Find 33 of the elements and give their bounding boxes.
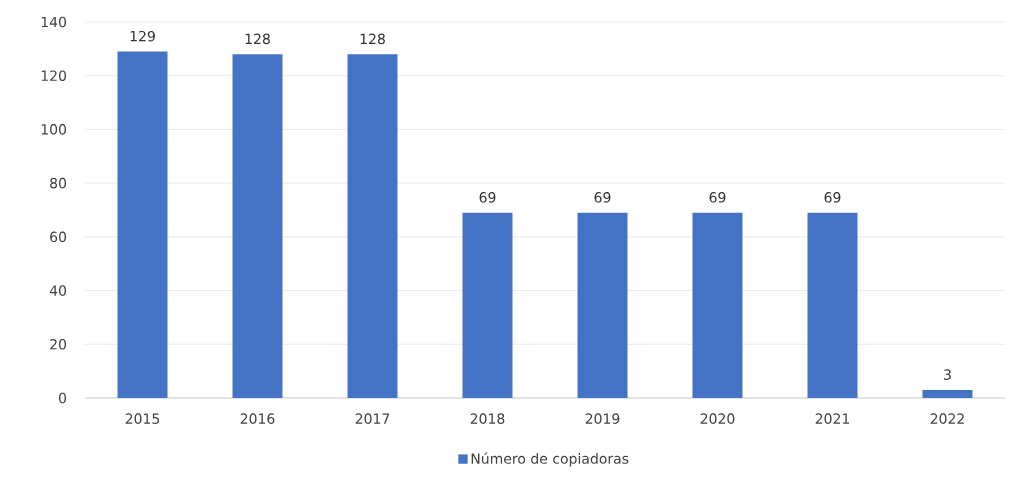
- y-tick-label: 120: [41, 70, 67, 81]
- y-tick-label: 0: [58, 392, 67, 404]
- y-tick-label: 140: [41, 16, 67, 28]
- bar: [922, 389, 973, 398]
- data-label: 69: [594, 192, 611, 203]
- x-tick-label: 2020: [700, 413, 735, 424]
- y-tick-label: 100: [41, 124, 67, 135]
- bar: [692, 212, 743, 398]
- y-tick-label: 40: [49, 285, 67, 296]
- x-tick-label: 2022: [930, 413, 964, 424]
- data-label: 69: [709, 192, 726, 203]
- data-label: 3: [944, 369, 951, 380]
- bar: [462, 212, 513, 398]
- bar: [807, 212, 858, 398]
- data-label: 128: [245, 33, 270, 45]
- x-tick-label: 2018: [470, 413, 505, 424]
- data-label: 128: [360, 33, 385, 45]
- data-label: 69: [824, 192, 841, 203]
- x-tick-label: 2017: [355, 413, 390, 424]
- y-tick-label: 60: [50, 231, 67, 243]
- x-tick-label: 2016: [240, 413, 275, 424]
- y-tick-label: 20: [50, 338, 67, 350]
- y-tick-label: 80: [50, 177, 67, 189]
- legend-label: Número de copiadoras: [471, 452, 629, 467]
- data-label: 129: [130, 30, 155, 42]
- bar: [117, 51, 168, 398]
- x-tick-label: 2019: [585, 413, 620, 424]
- bar: [232, 54, 283, 398]
- bar: [347, 54, 398, 398]
- x-tick-label: 2021: [815, 413, 849, 424]
- x-tick-label: 2015: [125, 413, 160, 424]
- bar: [577, 212, 628, 398]
- data-label: 69: [479, 192, 496, 203]
